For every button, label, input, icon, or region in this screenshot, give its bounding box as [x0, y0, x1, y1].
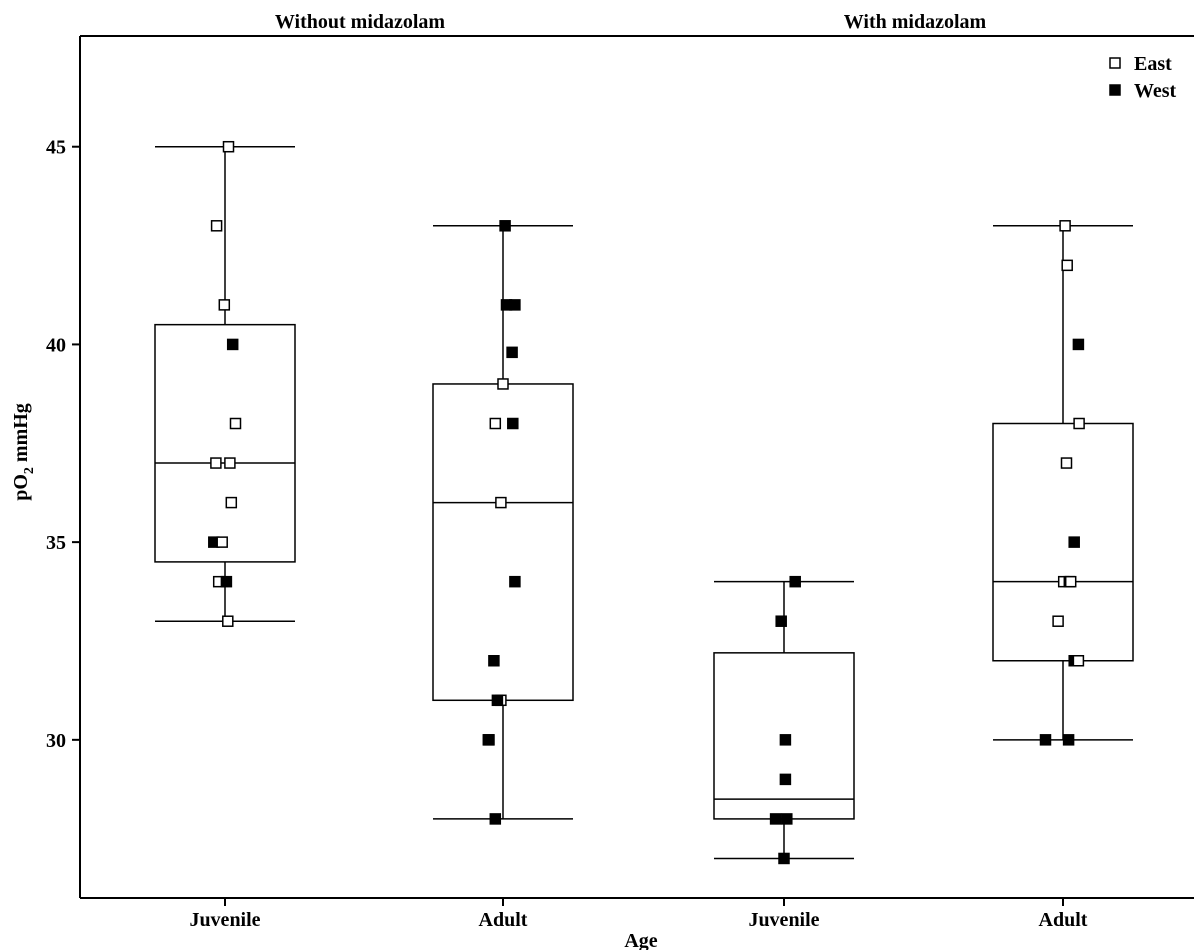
data-point-east	[210, 457, 222, 469]
data-point-west	[491, 694, 504, 707]
data-point-east	[224, 457, 236, 469]
data-point-east	[1073, 417, 1085, 430]
data-point-west	[769, 813, 782, 825]
data-point-west	[509, 299, 521, 311]
y-tick-label: 30	[46, 730, 66, 752]
legend: East West	[1109, 53, 1177, 102]
data-point-east	[222, 615, 234, 627]
data-point-west	[226, 338, 239, 351]
data-point-west	[509, 575, 521, 588]
data-point-west	[1072, 338, 1085, 351]
data-point-west	[506, 346, 518, 359]
data-point-east	[1059, 220, 1071, 232]
y-tick-label: 40	[46, 334, 66, 356]
panel-title-without-midazolam: Without midazolam	[275, 11, 446, 33]
data-point-east	[210, 220, 223, 232]
y-axis-title: pO2 mmHg	[10, 403, 37, 501]
data-point-west	[778, 852, 790, 865]
legend-marker-east	[1109, 57, 1121, 69]
data-point-east	[1052, 615, 1064, 627]
y-axis-title-subscript: 2	[22, 467, 37, 474]
box-2	[432, 225, 574, 820]
boxes	[154, 145, 1134, 860]
data-point-west	[1062, 734, 1075, 746]
panel-title-with-midazolam: With midazolam	[844, 11, 987, 33]
x-tick-label: Juvenile	[189, 909, 260, 931]
data-point-east	[489, 417, 502, 430]
x-ticks: Juvenile Adult Juvenile Adult	[189, 898, 1088, 931]
data-point-east	[495, 496, 507, 509]
y-tick-label: 35	[46, 532, 66, 554]
legend-label-west: West	[1134, 80, 1177, 102]
x-tick-label: Adult	[479, 909, 528, 931]
x-tick-label: Juvenile	[748, 909, 819, 931]
data-point-west	[482, 734, 495, 746]
y-axis-title-main: pO	[10, 474, 32, 501]
data-point-east	[218, 299, 231, 311]
data-point-east	[1061, 259, 1073, 272]
data-point-west	[1039, 734, 1052, 746]
data-point-west	[779, 773, 792, 786]
points	[208, 140, 1085, 865]
box-1	[154, 145, 296, 622]
data-point-east	[216, 536, 228, 548]
data-point-east	[1064, 575, 1077, 588]
data-point-west	[488, 655, 500, 667]
legend-marker-west	[1109, 84, 1121, 96]
iqr-box	[432, 383, 574, 702]
data-point-west	[781, 813, 793, 825]
y-ticks: 30 35 40 45	[46, 137, 80, 752]
data-point-west	[1068, 536, 1080, 548]
legend-label-east: East	[1134, 53, 1172, 75]
data-point-east	[229, 417, 242, 430]
data-point-west	[775, 615, 787, 627]
data-point-east	[1060, 457, 1073, 469]
data-point-west	[507, 417, 519, 430]
iqr-box	[992, 422, 1134, 662]
data-point-west	[789, 575, 801, 588]
data-point-east	[497, 378, 509, 390]
data-point-east	[225, 496, 238, 509]
box-4	[992, 225, 1134, 741]
data-point-east	[222, 140, 235, 153]
data-point-west	[489, 813, 502, 825]
iqr-box	[154, 323, 296, 563]
data-point-east	[1072, 655, 1085, 667]
x-tick-label: Adult	[1039, 909, 1088, 931]
y-tick-label: 45	[46, 137, 66, 159]
data-point-west	[220, 575, 233, 588]
y-axis-title-rest: mmHg	[10, 403, 32, 467]
data-point-west	[499, 220, 511, 232]
data-point-west	[779, 734, 792, 746]
x-axis-title: Age	[624, 930, 657, 950]
